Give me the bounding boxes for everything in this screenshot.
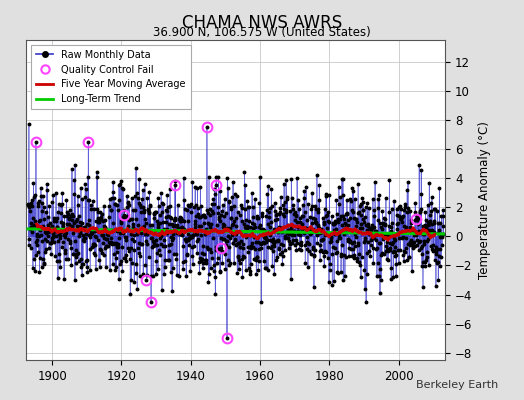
Text: 36.900 N, 106.575 W (United States): 36.900 N, 106.575 W (United States): [153, 26, 371, 39]
Legend: Raw Monthly Data, Quality Control Fail, Five Year Moving Average, Long-Term Tren: Raw Monthly Data, Quality Control Fail, …: [31, 45, 191, 109]
Y-axis label: Temperature Anomaly (°C): Temperature Anomaly (°C): [478, 121, 491, 279]
Text: Berkeley Earth: Berkeley Earth: [416, 380, 498, 390]
Text: CHAMA NWS AWRS: CHAMA NWS AWRS: [182, 14, 342, 32]
